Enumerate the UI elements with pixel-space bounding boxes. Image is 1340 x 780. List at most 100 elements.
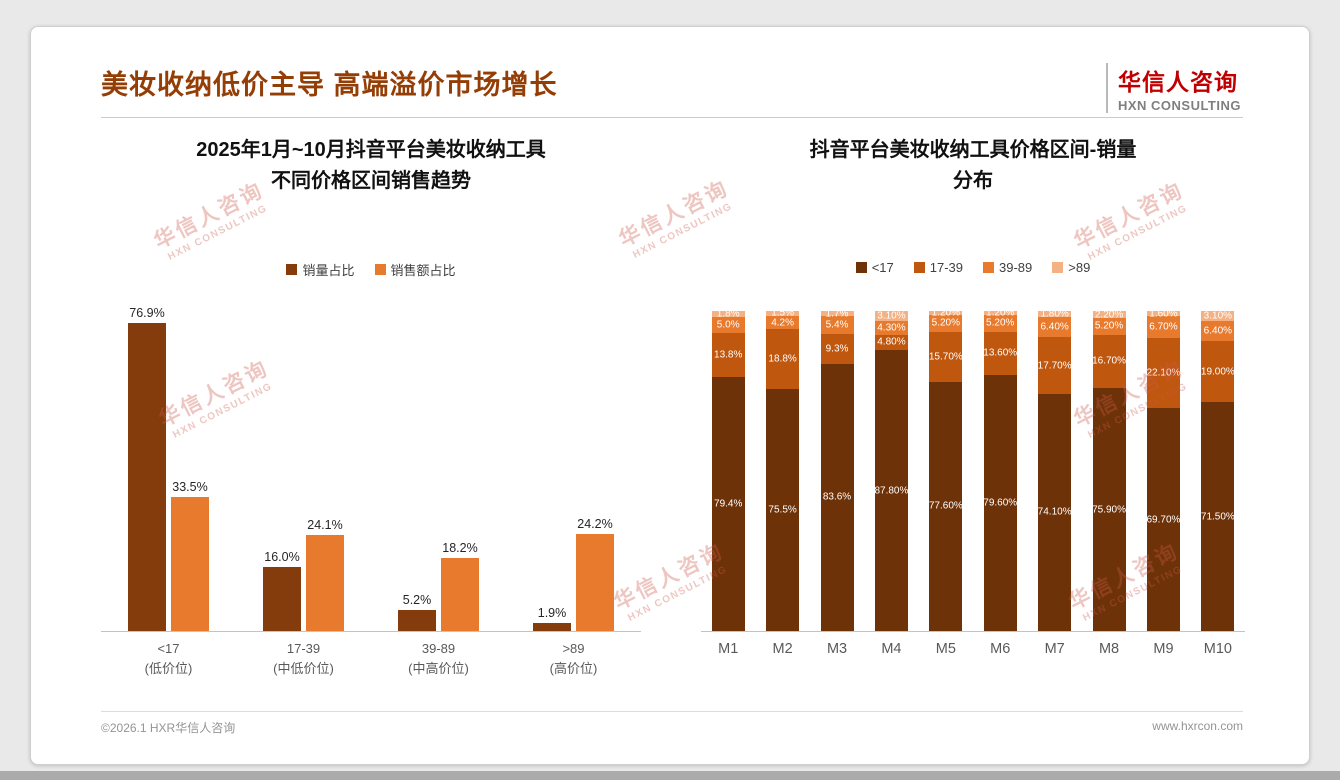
segment-value-label: 75.5% xyxy=(768,504,797,516)
bar-销量占比 xyxy=(533,623,571,631)
segment-17-39: 13.8% xyxy=(711,332,745,377)
footer: ©2026.1 HXR华信人咨询 www.hxrcon.com xyxy=(101,719,1243,736)
segment-value-label: 3.10% xyxy=(877,310,906,322)
stacked-bar-M2: 75.5% 18.8% 4.2% 1.5% xyxy=(766,307,800,631)
segment-<17: 74.10% xyxy=(1038,393,1072,631)
segment-<17: 79.60% xyxy=(983,375,1017,631)
month-label-M1: M1 xyxy=(718,641,739,657)
segment-value-label: 1.8% xyxy=(716,308,740,320)
footer-copyright: ©2026.1 HXR华信人咨询 xyxy=(101,721,236,735)
stack-slot-M6: 79.60% 13.60% 5.20% 1.20% xyxy=(973,307,1027,631)
segment-value-label: 1.20% xyxy=(931,307,961,319)
segment-17-39: 13.60% xyxy=(983,331,1017,376)
legend-label: >89 xyxy=(1068,260,1091,275)
segment-value-label: 3.10% xyxy=(1203,310,1233,322)
category-label-39-89: 39-89 (中高价位) xyxy=(371,639,506,678)
category-tier: (高价位) xyxy=(549,660,598,676)
bar-column: 76.9% xyxy=(128,306,166,631)
segment-value-label: 5.20% xyxy=(986,317,1015,329)
segment->89: 1.20% xyxy=(983,307,1017,318)
title-divider xyxy=(101,117,1243,118)
segment-value-label: 1.5% xyxy=(771,307,795,319)
segment->89: 1.8% xyxy=(711,308,745,320)
segment-value-label: 1.7% xyxy=(825,308,849,320)
month-label-M10: M10 xyxy=(1203,641,1232,657)
bar-group-39-89: 5.2% 18.2% xyxy=(371,541,506,631)
bar-column: 24.2% xyxy=(576,517,614,631)
segment-<17: 77.60% xyxy=(928,381,963,631)
left-plot: 76.9% 33.5% 16.0% 24.1% 5.2% 18.2% 1.9% 24.2% xyxy=(101,301,641,632)
segment-<17: 75.90% xyxy=(1092,388,1127,631)
category-range: 39-89 xyxy=(421,641,456,656)
bar-销售额占比 xyxy=(576,534,614,631)
stack-slot-M1: 79.4% 13.8% 5.0% 1.8% xyxy=(701,308,755,631)
stack-slot-M5: 77.60% 15.70% 5.20% 1.20% xyxy=(919,307,973,631)
legend-item-17-39: 17-39 xyxy=(913,260,963,275)
page-title: 美妆收纳低价主导 高端溢价市场增长 xyxy=(101,70,558,100)
category-tier: (中高价位) xyxy=(408,660,469,676)
company-logo: 华信人咨询 HXN CONSULTING xyxy=(1105,63,1241,113)
legend-label: 销售额占比 xyxy=(390,263,456,278)
segment-39-89: 4.30% xyxy=(874,320,908,335)
bar-group-<17: 76.9% 33.5% xyxy=(101,306,236,631)
right-chart-title: 抖音平台美妆收纳工具价格区间-销量 分布 xyxy=(809,139,1137,192)
stacked-bar-M9: 69.70% 22.10% 6.70% 1.60% xyxy=(1146,308,1180,631)
segment-39-89: 6.70% xyxy=(1146,316,1180,338)
segment-value-label: 5.4% xyxy=(825,319,849,331)
legend-label: 17-39 xyxy=(929,260,963,275)
bar-value-label: 33.5% xyxy=(172,480,208,494)
segment-17-39: 17.70% xyxy=(1037,337,1072,394)
segment->89: 1.80% xyxy=(1038,308,1072,320)
bar-group-17-39: 16.0% 24.1% xyxy=(236,518,371,631)
segment-39-89: 5.4% xyxy=(820,316,854,334)
segment-value-label: 6.40% xyxy=(1040,321,1069,333)
legend-swatch xyxy=(286,264,298,275)
page-bottom-strip xyxy=(0,771,1340,780)
segment->89: 2.20% xyxy=(1092,309,1126,320)
footer-divider xyxy=(101,711,1243,712)
legend-swatch xyxy=(983,262,994,273)
month-label-M5: M5 xyxy=(935,641,956,657)
legend-item-39-89: 39-89 xyxy=(983,260,1032,275)
bar-销售额占比 xyxy=(441,558,479,631)
legend-label: <17 xyxy=(871,260,894,275)
bar-value-label: 24.2% xyxy=(577,517,613,531)
bar-value-label: 16.0% xyxy=(264,550,300,564)
slide-card: 美妆收纳低价主导 高端溢价市场增长 华信人咨询 HXN CONSULTING 2… xyxy=(30,26,1310,765)
segment-17-39: 22.10% xyxy=(1146,337,1180,409)
stack-slot-M8: 75.90% 16.70% 5.20% 2.20% xyxy=(1082,309,1136,631)
bar-group->89: 1.9% 24.2% xyxy=(506,517,641,631)
bar-column: 18.2% xyxy=(441,541,479,631)
segment-<17: 87.80% xyxy=(874,350,908,631)
legend-swatch xyxy=(855,262,867,273)
segment-value-label: 75.90% xyxy=(1092,504,1127,516)
segment-value-label: 17.70% xyxy=(1037,360,1072,372)
segment-value-label: 1.80% xyxy=(1040,308,1069,320)
segment-value-label: 4.80% xyxy=(877,336,906,348)
bar-销售额占比 xyxy=(171,497,209,631)
stack-slot-M9: 69.70% 22.10% 6.70% 1.60% xyxy=(1136,308,1190,631)
segment-value-label: 77.60% xyxy=(928,500,963,512)
month-label-M2: M2 xyxy=(772,641,793,657)
bar-column: 1.9% xyxy=(533,606,571,631)
category-tier: (低价位) xyxy=(144,660,193,676)
left-categories: <17 (低价位) 17-39 (中低价位) 39-89 (中高价位) >89 (高价位) xyxy=(101,639,641,678)
segment-value-label: 18.8% xyxy=(768,353,797,365)
stack-slot-M3: 83.6% 9.3% 5.4% 1.7% xyxy=(810,308,864,631)
right-chart-legend: <17 17-39 39-89 >89 xyxy=(701,260,1245,275)
right-categories: M1 M2 M3 M4 M5 M6 M7 M8 M9 M10 xyxy=(701,641,1245,657)
segment-value-label: 9.3% xyxy=(825,343,849,355)
bar-value-label: 18.2% xyxy=(442,541,478,555)
segment-17-39: 9.3% xyxy=(820,333,854,364)
segment-39-89: 5.0% xyxy=(711,316,745,333)
segment-value-label: 16.70% xyxy=(1092,355,1127,367)
segment->89: 1.5% xyxy=(766,307,800,319)
category-range: >89 xyxy=(562,641,585,656)
segment->89: 1.20% xyxy=(929,307,963,318)
segment-<17: 79.4% xyxy=(711,376,745,631)
segment-value-label: 5.20% xyxy=(1094,320,1124,332)
left-chart-title: 2025年1月~10月抖音平台美妆收纳工具 不同价格区间销售趋势 xyxy=(196,139,546,192)
bar-销售额占比 xyxy=(306,535,344,631)
watermark-en: HXN CONSULTING xyxy=(166,202,270,263)
stack-slot-M7: 74.10% 17.70% 6.40% 1.80% xyxy=(1027,308,1081,631)
